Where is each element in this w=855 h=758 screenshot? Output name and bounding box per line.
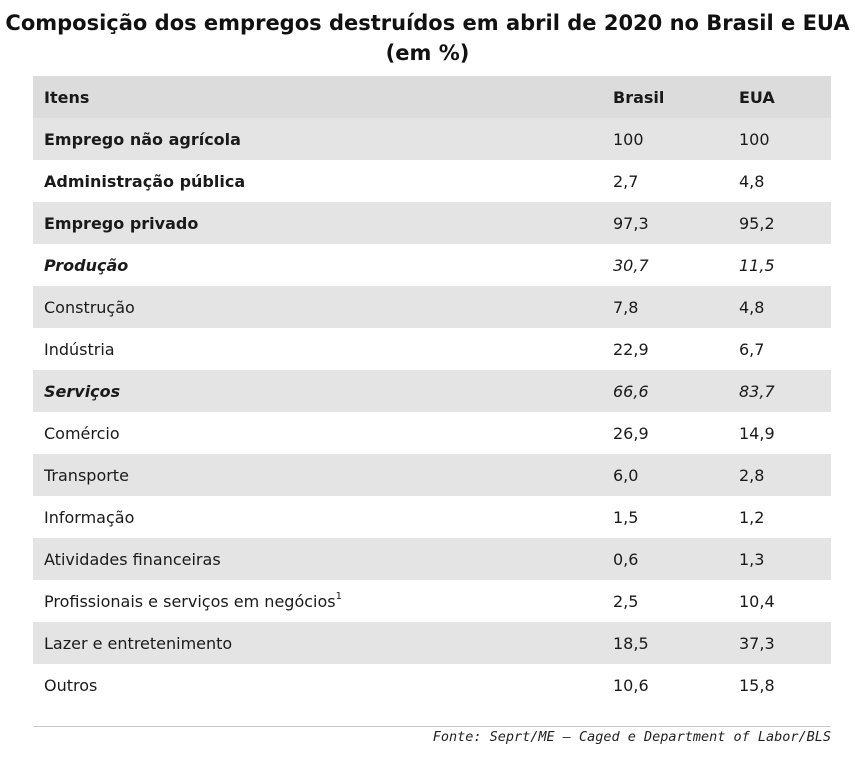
row-value-brasil: 100 xyxy=(613,129,644,149)
row-item-text: Profissionais e serviços em negócios xyxy=(44,591,336,611)
row-item-label: Construção xyxy=(33,298,613,317)
row-item-label: Outros xyxy=(33,676,613,695)
row-value-eua: 6,7 xyxy=(739,339,765,359)
table-row: Atividades financeiras 0,6 1,3 xyxy=(33,538,831,580)
row-item-text: Serviços xyxy=(44,381,121,401)
row-value-brasil: 2,7 xyxy=(613,171,639,191)
table-row: Informação 1,5 1,2 xyxy=(33,496,831,538)
row-value-brasil: 26,9 xyxy=(613,423,649,443)
row-item-label: Atividades financeiras xyxy=(33,550,613,569)
row-value-eua: 37,3 xyxy=(739,633,775,653)
row-item-text: Lazer e entretenimento xyxy=(44,633,233,653)
table-row: Comércio 26,9 14,9 xyxy=(33,412,831,454)
table-header-row: Itens Brasil EUA xyxy=(33,76,831,118)
title-line-1: Composição dos empregos destruídos em ab… xyxy=(5,11,850,35)
row-item-label: Informação xyxy=(33,508,613,527)
row-value-brasil: 22,9 xyxy=(613,339,649,359)
row-item-text: Emprego não agrícola xyxy=(44,129,241,149)
row-value-eua: 83,7 xyxy=(739,381,775,401)
row-value-brasil: 6,0 xyxy=(613,465,639,485)
row-item-text: Informação xyxy=(44,507,135,527)
table-row: Administração pública 2,7 4,8 xyxy=(33,160,831,202)
row-value-eua: 10,4 xyxy=(739,591,775,611)
row-item-label: Indústria xyxy=(33,340,613,359)
row-value-eua: 2,8 xyxy=(739,465,765,485)
row-value-eua: 4,8 xyxy=(739,297,765,317)
row-item-label: Emprego não agrícola xyxy=(33,130,613,149)
row-value-eua: 1,2 xyxy=(739,507,765,527)
table-row: Emprego não agrícola 100 100 xyxy=(33,118,831,160)
row-item-label: Comércio xyxy=(33,424,613,443)
table-row: Lazer e entretenimento 18,5 37,3 xyxy=(33,622,831,664)
row-item-text: Construção xyxy=(44,297,135,317)
data-table: Itens Brasil EUA Emprego não agrícola 100… xyxy=(33,76,831,706)
table-title: Composição dos empregos destruídos em ab… xyxy=(0,8,855,68)
row-item-text: Transporte xyxy=(44,465,129,485)
row-item-text: Comércio xyxy=(44,423,120,443)
row-item-text: Administração pública xyxy=(44,171,246,191)
row-value-brasil: 2,5 xyxy=(613,591,639,611)
row-item-text: Atividades financeiras xyxy=(44,549,221,569)
row-item-text: Emprego privado xyxy=(44,213,199,233)
row-item-label: Profissionais e serviços em negócios1 xyxy=(33,592,613,611)
source-note: Fonte: Seprt/ME – Caged e Department of … xyxy=(432,729,831,745)
table-row: Profissionais e serviços em negócios1 2,5… xyxy=(33,580,831,622)
row-value-eua: 4,8 xyxy=(739,171,765,191)
title-line-2: (em %) xyxy=(385,41,470,65)
table-row: Emprego privado 97,3 95,2 xyxy=(33,202,831,244)
row-value-brasil: 1,5 xyxy=(613,507,639,527)
row-value-eua: 15,8 xyxy=(739,675,775,695)
table-row: Serviços 66,6 83,7 xyxy=(33,370,831,412)
table-row: Indústria 22,9 6,7 xyxy=(33,328,831,370)
table-body: Emprego não agrícola 100 100 Administração … xyxy=(33,118,831,706)
row-value-brasil: 18,5 xyxy=(613,633,649,653)
row-item-label: Administração pública xyxy=(33,172,613,191)
header-itens: Itens xyxy=(44,87,90,107)
row-item-text: Produção xyxy=(44,255,129,275)
row-item-text: Outros xyxy=(44,675,98,695)
row-value-eua: 11,5 xyxy=(739,255,775,275)
row-item-label: Transporte xyxy=(33,466,613,485)
header-brasil: Brasil xyxy=(613,87,665,107)
header-eua: EUA xyxy=(739,87,775,107)
row-item-text: Indústria xyxy=(44,339,115,359)
row-value-brasil: 66,6 xyxy=(613,381,649,401)
table-row: Construção 7,8 4,8 xyxy=(33,286,831,328)
footnote-marker: 1 xyxy=(335,591,342,603)
table-row: Produção 30,7 11,5 xyxy=(33,244,831,286)
row-item-label: Serviços xyxy=(33,382,613,401)
row-item-label: Produção xyxy=(33,256,613,275)
row-value-brasil: 0,6 xyxy=(613,549,639,569)
row-value-eua: 1,3 xyxy=(739,549,765,569)
row-value-eua: 95,2 xyxy=(739,213,775,233)
row-item-label: Lazer e entretenimento xyxy=(33,634,613,653)
row-value-eua: 100 xyxy=(739,129,770,149)
row-value-eua: 14,9 xyxy=(739,423,775,443)
row-value-brasil: 30,7 xyxy=(613,255,649,275)
source-divider xyxy=(33,726,831,727)
row-value-brasil: 7,8 xyxy=(613,297,639,317)
table-row: Outros 10,6 15,8 xyxy=(33,664,831,706)
row-value-brasil: 10,6 xyxy=(613,675,649,695)
row-item-label: Emprego privado xyxy=(33,214,613,233)
row-value-brasil: 97,3 xyxy=(613,213,649,233)
table-row: Transporte 6,0 2,8 xyxy=(33,454,831,496)
